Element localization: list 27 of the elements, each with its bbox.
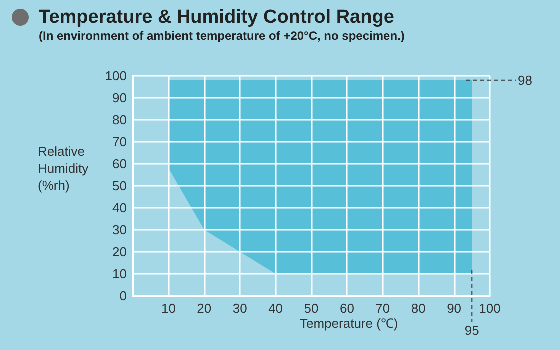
x-tick-label: 60 bbox=[340, 301, 354, 316]
x-tick-label: 90 bbox=[447, 301, 462, 316]
y-tick-label: 40 bbox=[112, 200, 127, 216]
x-axis-title: Temperature (℃) bbox=[300, 316, 398, 331]
y-tick-label: 10 bbox=[112, 266, 127, 282]
y-tick-label: 80 bbox=[112, 112, 127, 128]
chart-subtitle: (In environment of ambient temperature of +20°C, no specimen.) bbox=[39, 29, 405, 43]
y-tick-label: 60 bbox=[112, 156, 127, 172]
x-tick-label: 50 bbox=[304, 301, 319, 316]
y-tick-label: 0 bbox=[120, 288, 127, 304]
y-tick-label: 90 bbox=[112, 90, 127, 106]
x-tick-label: 20 bbox=[197, 301, 212, 316]
x-tick-label: 40 bbox=[268, 301, 284, 316]
x-tick-label: 70 bbox=[376, 301, 390, 316]
y-tick-label: 100 bbox=[105, 68, 127, 84]
chart-title: Temperature & Humidity Control Range bbox=[39, 7, 394, 28]
ref-line-label: 98 bbox=[518, 72, 532, 88]
y-tick-label: 70 bbox=[112, 134, 127, 150]
y-tick-label: 30 bbox=[112, 222, 127, 238]
y-tick-label: 20 bbox=[112, 244, 127, 260]
y-tick-label: 50 bbox=[112, 178, 127, 194]
x-tick-label: 100 bbox=[479, 301, 501, 316]
ref-line-label: 95 bbox=[464, 323, 480, 338]
x-tick-label: 30 bbox=[232, 301, 248, 316]
y-axis-title: Relative Humidity (%rh) bbox=[38, 144, 92, 193]
x-tick-label: 80 bbox=[411, 301, 426, 316]
x-tick-label: 10 bbox=[161, 301, 176, 316]
